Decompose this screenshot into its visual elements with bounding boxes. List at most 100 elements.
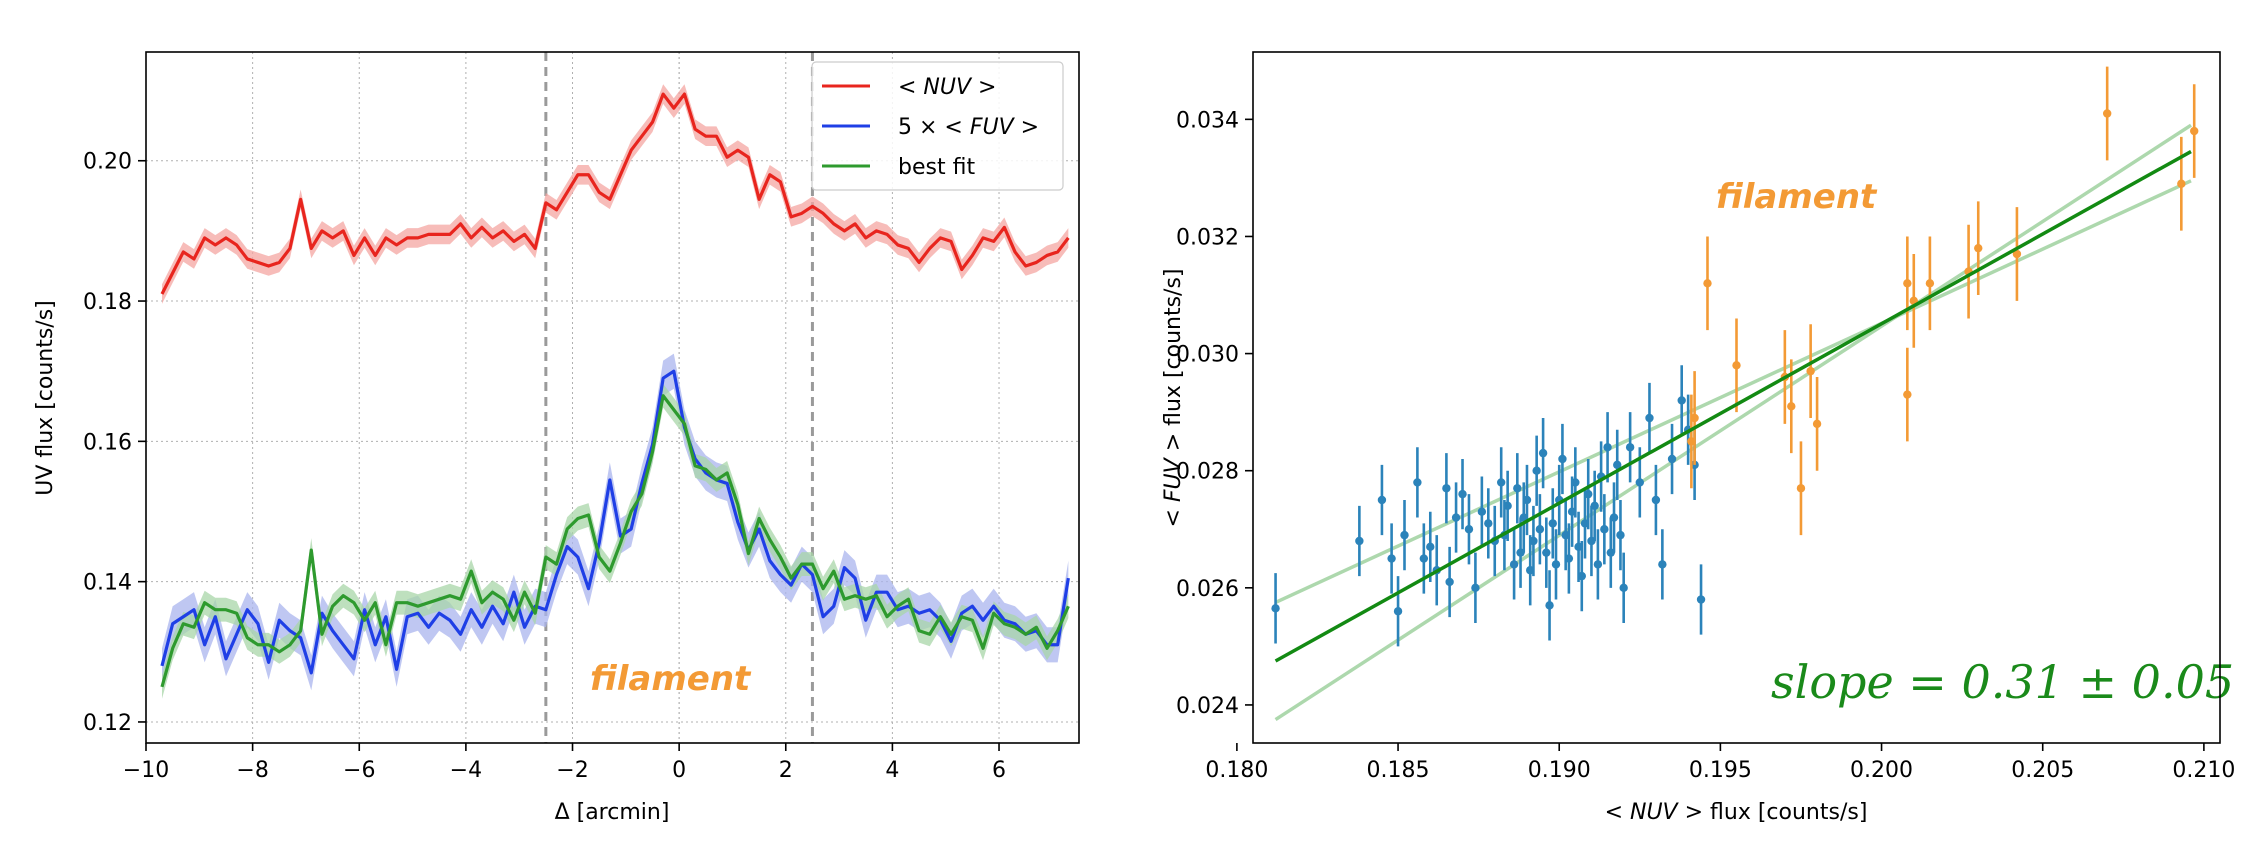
scatter-point-outside (1658, 529, 1667, 600)
point-marker (1609, 513, 1619, 522)
point-marker (1696, 595, 1706, 604)
scatter-point-outside (1509, 529, 1519, 600)
point-marker (1451, 513, 1461, 522)
point-marker (1974, 243, 1983, 253)
point-marker (1603, 443, 1612, 452)
point-marker (1532, 466, 1541, 475)
point-marker (1377, 495, 1387, 505)
right-panel: filament slope = 0.31 ± 0.05 0.180 0.185 0… (1161, 51, 2235, 825)
scatter-point-filament (2012, 207, 2022, 301)
scatter-point-outside (1477, 476, 1487, 547)
point-marker (1542, 548, 1551, 557)
point-marker (1522, 495, 1532, 505)
scatter-point-filament (1903, 236, 1912, 331)
series-line-2 (160, 394, 1070, 688)
point-marker (1503, 501, 1512, 511)
scatter-point-outside (1445, 546, 1454, 618)
scatter-point-outside (1677, 365, 1686, 436)
scatter-point-filament (1806, 324, 1815, 418)
fit-bound-line-0 (1274, 179, 2192, 605)
point-marker (1477, 507, 1487, 516)
right-fit-bounds (1274, 123, 2192, 722)
scatter-point-outside (1513, 453, 1522, 524)
scatter-point-filament (1974, 201, 1983, 296)
point-marker (2190, 126, 2199, 136)
left-legend: < NUV > 5 × < FUV > best fit (811, 61, 1064, 191)
y-tick-label: 0.14 (83, 571, 132, 596)
scatter-point-outside (1496, 447, 1506, 518)
scatter-point-outside (1471, 552, 1480, 623)
right-filament-annotation: filament (1716, 177, 1878, 217)
point-marker (1658, 560, 1667, 569)
scatter-point-outside (1387, 523, 1396, 594)
scatter-point-outside (1451, 482, 1461, 553)
point-marker (1903, 279, 1912, 288)
scatter-point-outside (1377, 464, 1387, 536)
point-marker (1577, 571, 1586, 581)
point-marker (1535, 525, 1545, 534)
point-marker (2012, 249, 2022, 259)
scatter-point-outside (1551, 529, 1561, 600)
scatter-point-outside (1577, 540, 1586, 612)
series-line-0 (160, 92, 1070, 295)
scatter-point-filament (1903, 347, 1912, 442)
point-marker (1413, 478, 1422, 487)
x-tick-label: −6 (343, 758, 375, 783)
scatter-point-outside (1651, 464, 1661, 536)
point-marker (1635, 478, 1645, 487)
point-marker (1496, 478, 1506, 487)
left-error-bands (161, 84, 1069, 699)
scatter-point-filament (1796, 441, 1806, 536)
scatter-point-outside (1426, 511, 1435, 582)
left-filament-annotation: filament (590, 659, 752, 699)
point-marker (1667, 454, 1677, 464)
point-marker (1393, 607, 1403, 616)
left-axes-frame (145, 51, 1080, 744)
y-tick-label: 0.030 (1176, 343, 1239, 368)
scatter-point-outside (1355, 505, 1364, 577)
scatter-point-outside (1458, 458, 1467, 530)
point-marker (1677, 396, 1686, 405)
point-marker (1593, 560, 1603, 569)
scatter-point-outside (1419, 523, 1429, 594)
right-x-axis-label: < NUV > flux [counts/s] (1605, 800, 1868, 825)
point-marker (1419, 554, 1429, 563)
x-tick-label: 0.180 (1205, 758, 1268, 783)
scatter-point-outside (1532, 435, 1541, 506)
scatter-point-outside (1593, 529, 1603, 600)
x-tick-label: 0.185 (1367, 758, 1430, 783)
scatter-point-outside (1584, 458, 1593, 530)
point-marker (1645, 413, 1654, 423)
y-tick-label: 0.12 (83, 711, 132, 736)
point-marker (1690, 413, 1699, 423)
point-marker (1426, 542, 1435, 552)
scatter-point-filament (2102, 66, 2112, 161)
scatter-point-outside (1696, 564, 1706, 635)
scatter-point-outside (1603, 412, 1612, 483)
right-fit-line (1274, 150, 2192, 663)
point-marker (1796, 484, 1806, 493)
scatter-point-outside (1625, 412, 1635, 483)
legend-label-bestfit: best fit (898, 155, 975, 180)
scatter-point-outside (1613, 429, 1622, 500)
error-band-1 (161, 353, 1069, 691)
point-marker (1616, 530, 1625, 540)
point-marker (1903, 390, 1912, 399)
scatter-point-outside (1616, 499, 1625, 571)
right-y-ticks: 0.024 0.026 0.028 0.030 0.032 0.034 (1176, 108, 1253, 719)
y-tick-label: 0.032 (1176, 225, 1239, 250)
scatter-point-outside (1600, 494, 1609, 565)
y-tick-label: 0.026 (1176, 577, 1239, 602)
left-x-axis-label: Δ [arcmin] (555, 800, 670, 825)
x-tick-label: 0.210 (2172, 758, 2235, 783)
legend-label-fuv: 5 × < FUV > (898, 115, 1039, 140)
point-marker (1271, 604, 1280, 613)
y-tick-label: 0.024 (1176, 694, 1239, 719)
point-marker (1445, 577, 1454, 587)
left-series-lines (160, 92, 1070, 688)
x-tick-label: −8 (236, 758, 268, 783)
point-marker (1584, 489, 1593, 499)
y-tick-label: 0.028 (1176, 460, 1239, 485)
scatter-point-outside (1542, 517, 1551, 588)
